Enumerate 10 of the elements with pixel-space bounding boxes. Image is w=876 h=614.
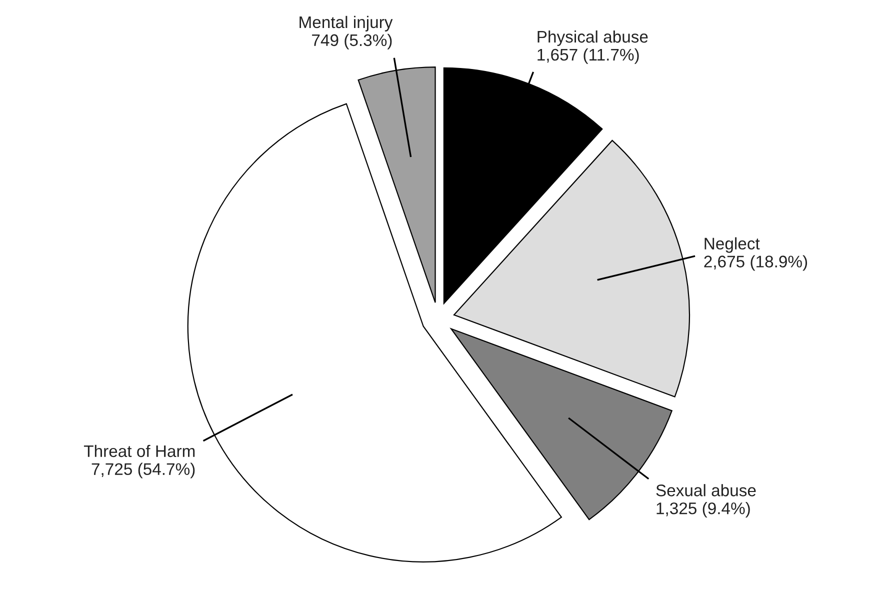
data-label: 1,657 (11.7%) (538, 48, 639, 64)
data-label: 749 (5.3%) (312, 34, 392, 50)
slice-label: Mental injury (300, 16, 393, 32)
slice-label: Physical abuse (538, 30, 648, 46)
slice-label: Sexual abuse (656, 484, 756, 496)
data-label: 7,725 (54.7%) (92, 462, 195, 478)
data-label: 2,675 (18.9%) (704, 255, 808, 271)
slice-label: Neglect (704, 237, 760, 253)
data-label: 1,325 (9.4%) (656, 502, 750, 518)
slice-label: Threat of Harm (84, 444, 195, 458)
